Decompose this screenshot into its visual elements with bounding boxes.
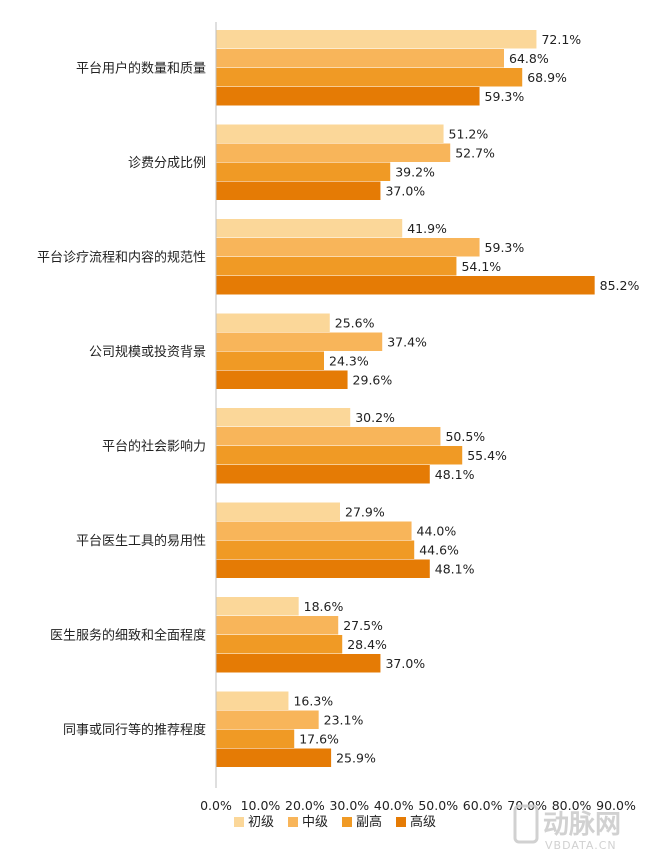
value-label: 27.5% <box>343 618 383 633</box>
bar <box>216 276 595 295</box>
value-label: 59.3% <box>485 89 525 104</box>
bar <box>216 691 289 710</box>
value-label: 41.9% <box>407 221 447 236</box>
value-label: 16.3% <box>293 693 333 708</box>
bar <box>216 521 412 540</box>
bar <box>216 710 319 729</box>
x-tick-label: 30.0% <box>329 798 369 813</box>
value-label: 54.1% <box>461 259 501 274</box>
value-labels: 72.1%64.8%68.9%59.3%51.2%52.7%39.2%37.0%… <box>293 32 639 766</box>
value-label: 37.4% <box>387 334 427 349</box>
value-label: 48.1% <box>435 561 475 576</box>
bar <box>216 597 299 616</box>
watermark-url: VBDATA.CN <box>545 839 617 852</box>
bar <box>216 219 403 238</box>
watermark-logo-text: 动脉网 <box>543 810 621 840</box>
bar <box>216 427 441 446</box>
bar <box>216 143 451 162</box>
x-tick-label: 50.0% <box>418 798 458 813</box>
bar <box>216 87 480 106</box>
legend-swatch <box>288 817 298 827</box>
category-labels: 平台用户的数量和质量诊费分成比例平台诊疗流程和内容的规范性公司规模或投资背景平台… <box>37 60 206 738</box>
bar <box>216 729 295 748</box>
bar <box>216 30 537 49</box>
value-label: 18.6% <box>304 599 344 614</box>
value-label: 24.3% <box>329 353 369 368</box>
value-label: 37.0% <box>385 183 425 198</box>
value-label: 37.0% <box>385 656 425 671</box>
legend-label: 初级 <box>248 815 274 830</box>
value-label: 39.2% <box>395 164 435 179</box>
bar <box>216 162 391 181</box>
category-label: 同事或同行等的推荐程度 <box>63 722 206 738</box>
x-tick-label: 40.0% <box>374 798 414 813</box>
value-label: 72.1% <box>541 32 581 47</box>
value-label: 23.1% <box>324 712 364 727</box>
value-label: 27.9% <box>345 504 385 519</box>
legend-swatch <box>396 817 406 827</box>
bar <box>216 181 381 200</box>
bar <box>216 446 463 465</box>
bar <box>216 748 332 767</box>
legend-label: 中级 <box>302 815 328 830</box>
x-tick-label: 80.0% <box>552 798 592 813</box>
bar <box>216 68 523 87</box>
bar <box>216 408 351 427</box>
legend-swatch <box>342 817 352 827</box>
bar <box>216 654 381 673</box>
bar <box>216 540 415 559</box>
legend-swatch <box>234 817 244 827</box>
x-tick-label: 20.0% <box>285 798 325 813</box>
bar <box>216 49 504 68</box>
bars <box>216 30 595 767</box>
value-label: 59.3% <box>485 240 525 255</box>
bar <box>216 351 324 370</box>
bar <box>216 257 457 276</box>
value-label: 44.6% <box>419 542 459 557</box>
value-label: 29.6% <box>353 372 393 387</box>
watermark: 动脉网 VBDATA.CN <box>513 804 621 852</box>
x-tick-label: 10.0% <box>241 798 281 813</box>
value-label: 51.2% <box>449 126 489 141</box>
bar <box>216 502 340 521</box>
value-label: 50.5% <box>445 429 485 444</box>
watermark-logo-icon <box>513 804 539 844</box>
value-label: 64.8% <box>509 51 549 66</box>
value-label: 25.6% <box>335 315 375 330</box>
category-label: 平台医生工具的易用性 <box>76 533 206 549</box>
value-label: 55.4% <box>467 448 507 463</box>
x-tick-label: 60.0% <box>463 798 503 813</box>
bar <box>216 559 430 578</box>
value-label: 85.2% <box>600 278 640 293</box>
value-label: 25.9% <box>336 750 376 765</box>
bar <box>216 370 348 389</box>
value-label: 44.0% <box>417 523 457 538</box>
bar <box>216 616 339 635</box>
bar <box>216 332 383 351</box>
value-label: 30.2% <box>355 410 395 425</box>
value-label: 28.4% <box>347 637 387 652</box>
value-label: 52.7% <box>455 145 495 160</box>
legend-label: 高级 <box>410 814 436 830</box>
bar <box>216 465 430 484</box>
bar <box>216 238 480 257</box>
value-label: 68.9% <box>527 70 567 85</box>
bar <box>216 124 444 143</box>
value-label: 48.1% <box>435 467 475 482</box>
category-label: 公司规模或投资背景 <box>89 344 206 360</box>
category-label: 平台诊疗流程和内容的规范性 <box>37 249 206 265</box>
legend-label: 副高 <box>356 814 382 830</box>
category-label: 平台用户的数量和质量 <box>76 60 206 76</box>
bar <box>216 635 343 654</box>
x-tick-label: 90.0% <box>596 798 636 813</box>
category-label: 医生服务的细致和全面程度 <box>50 627 206 643</box>
value-label: 17.6% <box>299 731 339 746</box>
category-label: 平台的社会影响力 <box>102 438 206 454</box>
bar <box>216 313 330 332</box>
x-tick-label: 0.0% <box>200 798 232 813</box>
legend: 初级 中级 副高 高级 <box>234 814 436 830</box>
category-label: 诊费分成比例 <box>128 156 206 171</box>
